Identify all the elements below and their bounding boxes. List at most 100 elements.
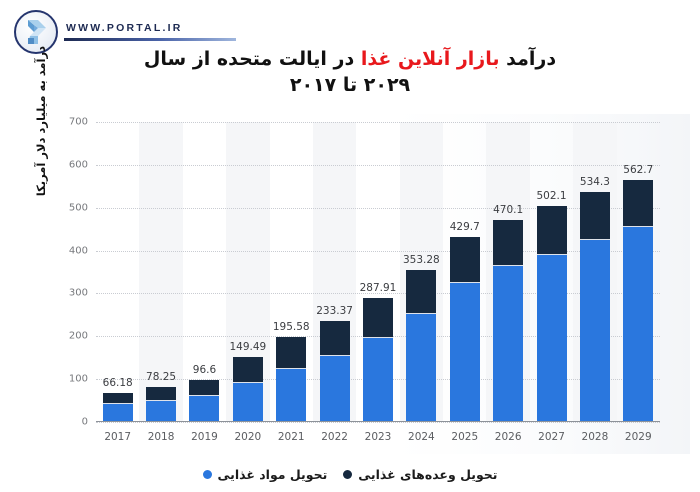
bar-segment-grocery-delivery[interactable] bbox=[102, 404, 133, 422]
bar-segment-meal-delivery[interactable] bbox=[319, 321, 350, 356]
bar-segment-meal-delivery[interactable] bbox=[579, 192, 610, 241]
brand-url-text: WWW.PORTAL.IR bbox=[66, 22, 183, 34]
x-axis-tick-label: 2022 bbox=[321, 431, 348, 443]
title-text-highlight: بازار آنلاین غذا bbox=[360, 48, 500, 70]
x-axis-tick-label: 2018 bbox=[147, 431, 175, 443]
bar-segment-grocery-delivery[interactable] bbox=[276, 368, 307, 422]
bar-segment-grocery-delivery[interactable] bbox=[449, 282, 480, 422]
bar-segment-grocery-delivery[interactable] bbox=[319, 355, 350, 422]
x-axis-tick-label: 2029 bbox=[624, 431, 652, 443]
bar-segment-grocery-delivery[interactable] bbox=[579, 240, 610, 422]
bar-stack[interactable]: 149.49 bbox=[229, 341, 266, 422]
x-axis-tick-label: 2019 bbox=[191, 431, 218, 443]
bar-segment-meal-delivery[interactable] bbox=[536, 205, 567, 255]
bar-value-label: 195.58 bbox=[272, 321, 310, 334]
x-axis-tick-label: 2024 bbox=[408, 431, 435, 443]
bar-stack[interactable]: 562.7 bbox=[623, 164, 654, 422]
title-text-after: در ایالت متحده از سال bbox=[143, 48, 361, 70]
chart-legend: تحویل وعده‌های غذایی تحویل مواد غذایی bbox=[0, 462, 700, 486]
x-axis-tick-label: 2027 bbox=[538, 431, 565, 443]
x-axis-tick-label: 2020 bbox=[234, 431, 262, 443]
bar-segment-meal-delivery[interactable] bbox=[406, 269, 437, 314]
bar-segment-meal-delivery[interactable] bbox=[493, 219, 524, 267]
bar-value-label: 66.18 bbox=[102, 376, 133, 389]
bar-stack[interactable]: 287.91 bbox=[360, 282, 396, 422]
legend-item-meal-delivery[interactable]: تحویل وعده‌های غذایی bbox=[343, 467, 497, 482]
y-axis-tick-label: 500 bbox=[68, 202, 88, 214]
bar-segment-meal-delivery[interactable] bbox=[146, 387, 177, 401]
chart-title-line-2: ۲۰۲۹ تا ۲۰۱۷ bbox=[289, 74, 411, 96]
chart-title-line-1: درآمد بازار آنلاین غذا در ایالت متحده از… bbox=[0, 46, 700, 72]
bar-segment-grocery-delivery[interactable] bbox=[536, 254, 567, 422]
x-axis-tick-label: 2028 bbox=[581, 431, 609, 443]
bar-value-label: 353.28 bbox=[403, 253, 440, 266]
bar-value-label: 502.1 bbox=[536, 189, 567, 202]
gridline bbox=[96, 207, 660, 210]
bar-value-label: 470.1 bbox=[493, 203, 524, 216]
x-axis-tick-label: 2017 bbox=[104, 431, 132, 443]
y-axis-tick-label: 600 bbox=[68, 159, 88, 171]
bar-stack[interactable]: 96.6 bbox=[189, 364, 220, 422]
y-axis-tick-label: 0 bbox=[81, 416, 88, 428]
y-axis-label: درآمد به میلیارد دلار آمریکا bbox=[34, 46, 48, 197]
site-logo[interactable] bbox=[14, 10, 60, 56]
bar-segment-meal-delivery[interactable] bbox=[449, 236, 480, 283]
legend-item-grocery-delivery[interactable]: تحویل مواد غذایی bbox=[202, 466, 328, 482]
gridline bbox=[96, 422, 660, 424]
bar-stack[interactable]: 470.1 bbox=[493, 204, 524, 422]
chart-card: درآمد به میلیارد دلار آمریکا 0 100 200 300 4… bbox=[30, 46, 690, 454]
bar-segment-grocery-delivery[interactable] bbox=[406, 313, 437, 422]
bar-stack[interactable]: 353.28 bbox=[403, 254, 440, 422]
bar-segment-meal-delivery[interactable] bbox=[363, 297, 393, 338]
bar-segment-grocery-delivery[interactable] bbox=[232, 382, 263, 422]
bar-segment-meal-delivery[interactable] bbox=[189, 379, 220, 396]
bar-value-label: 287.91 bbox=[359, 281, 397, 294]
bar-segment-grocery-delivery[interactable] bbox=[493, 266, 524, 422]
bar-segment-grocery-delivery[interactable] bbox=[146, 400, 177, 422]
bar-stack[interactable]: 195.58 bbox=[273, 321, 310, 422]
bar-segment-meal-delivery[interactable] bbox=[102, 392, 133, 404]
legend-swatch-icon bbox=[343, 469, 353, 479]
x-axis-tick-label: 2025 bbox=[451, 431, 479, 443]
y-axis-tick-label: 700 bbox=[68, 116, 88, 128]
bar-value-label: 429.7 bbox=[449, 220, 480, 233]
bar-value-label: 96.6 bbox=[192, 363, 217, 376]
gridline bbox=[96, 250, 660, 253]
bar-stack[interactable]: 429.7 bbox=[449, 221, 480, 422]
bar-segment-meal-delivery[interactable] bbox=[276, 337, 307, 369]
bar-segment-grocery-delivery[interactable] bbox=[363, 337, 393, 422]
bar-stack[interactable]: 66.18 bbox=[102, 377, 133, 422]
bar-stack[interactable]: 502.1 bbox=[536, 190, 567, 422]
legend-label: تحویل مواد غذایی bbox=[217, 466, 328, 482]
bar-stack[interactable]: 534.3 bbox=[579, 176, 610, 422]
gridline bbox=[96, 164, 660, 167]
gridline bbox=[96, 122, 660, 124]
column-band bbox=[139, 122, 183, 422]
y-axis-tick-label: 300 bbox=[68, 287, 88, 299]
bar-value-label: 78.25 bbox=[146, 371, 177, 384]
x-axis-tick-label: 2021 bbox=[277, 431, 305, 443]
title-text-before: درآمد bbox=[499, 48, 557, 70]
plot-area: 0 100 200 300 400 500 600 700 66.18 78.25 96.6 149… bbox=[69, 117, 660, 443]
bar-stack[interactable]: 233.37 bbox=[316, 305, 353, 422]
bar-stack[interactable]: 78.25 bbox=[146, 371, 177, 422]
bar-segment-grocery-delivery[interactable] bbox=[189, 395, 220, 422]
bar-value-label: 562.7 bbox=[623, 163, 654, 176]
x-axis-line bbox=[96, 420, 660, 422]
y-axis-tick-label: 400 bbox=[68, 245, 88, 257]
bar-segment-meal-delivery[interactable] bbox=[232, 356, 263, 383]
legend-swatch-icon bbox=[202, 469, 212, 479]
bar-segment-meal-delivery[interactable] bbox=[623, 179, 654, 227]
x-axis-tick-label: 2023 bbox=[364, 431, 392, 443]
brand-underline-divider bbox=[64, 38, 236, 41]
x-axis-tick-label: 2026 bbox=[494, 431, 522, 443]
y-axis-tick-label: 100 bbox=[68, 373, 88, 385]
gridline bbox=[96, 293, 660, 295]
bar-segment-grocery-delivery[interactable] bbox=[623, 227, 654, 422]
page-header: WWW.PORTAL.IR bbox=[0, 0, 700, 58]
portal-chevron-logo-icon bbox=[28, 20, 46, 44]
bar-value-label: 233.37 bbox=[316, 304, 353, 317]
bar-value-label: 534.3 bbox=[579, 176, 610, 189]
y-axis-tick-label: 200 bbox=[68, 330, 88, 342]
bar-value-label: 149.49 bbox=[229, 340, 267, 353]
